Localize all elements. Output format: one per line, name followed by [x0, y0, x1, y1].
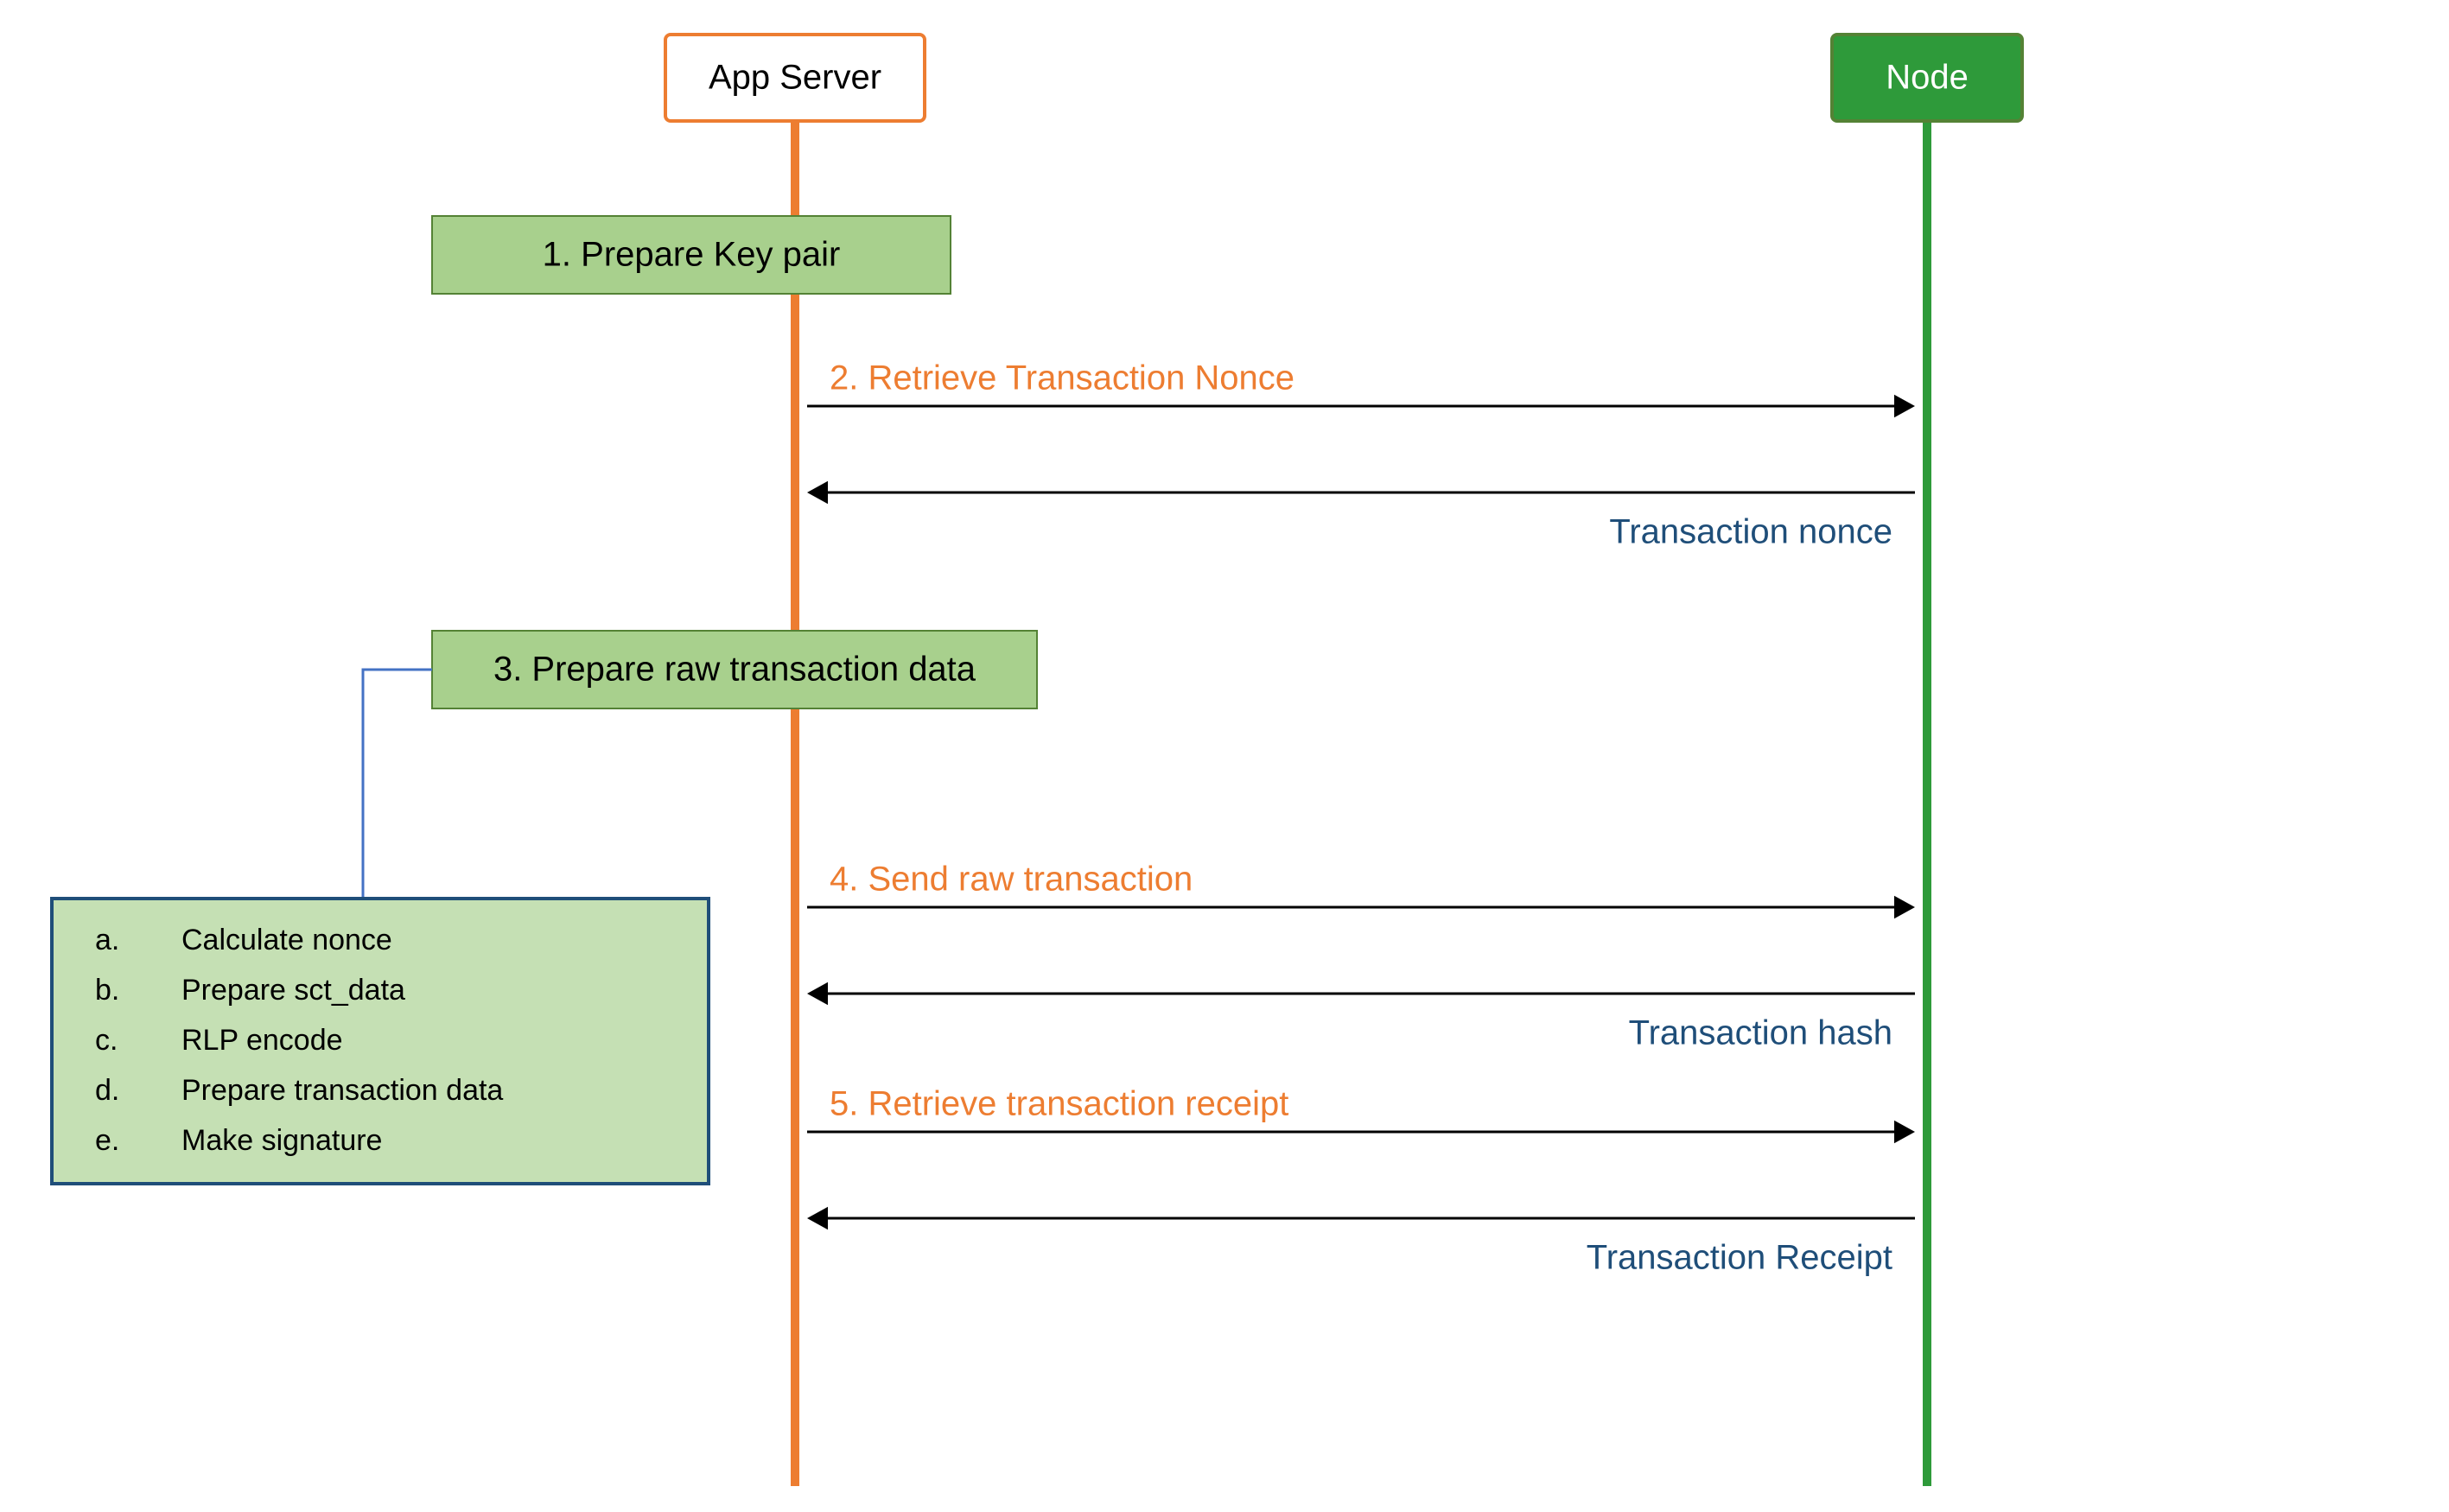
svg-text:a.: a.	[95, 924, 119, 956]
participant-node-label: Node	[1886, 59, 1969, 97]
note-item-c: RLP encode	[181, 1024, 343, 1057]
step-1-label: 1. Prepare Key pair	[543, 236, 841, 274]
step-1-box: 1. Prepare Key pair	[432, 216, 951, 294]
message-5-request: 5. Retrieve transaction receipt	[807, 1085, 1915, 1144]
message-5-response-label: Transaction Receipt	[1587, 1239, 1892, 1277]
svg-text:b.: b.	[95, 974, 119, 1007]
note-box: a. Calculate nonce b. Prepare sct_data c…	[52, 899, 709, 1184]
participant-node: Node	[1832, 35, 2022, 121]
svg-text:c.: c.	[95, 1024, 118, 1057]
message-4-response: Transaction hash	[807, 982, 1915, 1052]
lifeline-node	[1923, 121, 1931, 1486]
note-item-d: Prepare transaction data	[181, 1074, 503, 1107]
message-5-request-label: 5. Retrieve transaction receipt	[830, 1085, 1288, 1123]
step-3-box: 3. Prepare raw transaction data	[432, 631, 1037, 708]
svg-text:d.: d.	[95, 1074, 119, 1107]
message-2-response-label: Transaction nonce	[1609, 513, 1892, 551]
message-4-request: 4. Send raw transaction	[807, 861, 1915, 919]
note-item-b: Prepare sct_data	[181, 974, 405, 1007]
message-5-response: Transaction Receipt	[807, 1207, 1915, 1277]
note-connector	[363, 670, 432, 899]
sequence-diagram: App Server Node 1. Prepare Key pair 3. P…	[0, 0, 2449, 1512]
note-item-e: Make signature	[181, 1124, 382, 1157]
svg-text:e.: e.	[95, 1124, 119, 1157]
messages-group: 2. Retrieve Transaction Nonce Transaction…	[807, 359, 1915, 1277]
message-2-request-label: 2. Retrieve Transaction Nonce	[830, 359, 1294, 397]
step-3-label: 3. Prepare raw transaction data	[493, 651, 976, 689]
message-2-response: Transaction nonce	[807, 481, 1915, 551]
message-2-request: 2. Retrieve Transaction Nonce	[807, 359, 1915, 418]
participant-app-server: App Server	[665, 35, 925, 121]
lifeline-app-server	[791, 121, 799, 1486]
message-4-response-label: Transaction hash	[1629, 1014, 1892, 1052]
message-4-request-label: 4. Send raw transaction	[830, 861, 1193, 899]
note-item-a: Calculate nonce	[181, 924, 392, 956]
participant-app-server-label: App Server	[709, 59, 881, 97]
